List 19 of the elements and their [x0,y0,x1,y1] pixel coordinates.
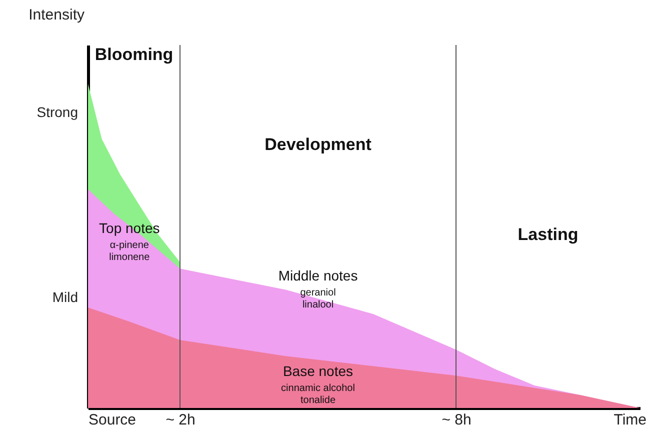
y-axis-title: Intensity [28,6,85,24]
series-label: Top notes [99,220,160,236]
x-axis-title: Time [614,412,646,428]
annotation: linalool [302,300,334,311]
annotation: cinnamic alcohol [281,382,355,394]
text: Strong [36,104,78,120]
x-tick-label: Source [88,412,136,428]
annotation: geraniol [300,288,336,299]
text: Mild [52,289,78,305]
annotation: α-pinene [110,240,150,252]
text: Blooming [94,45,174,64]
annotation: Development [264,135,372,154]
series-label: Base notes [282,362,354,379]
annotation: tonalide [300,394,336,406]
annotation: limonene [109,252,150,264]
x-tick-label: ~ 2h [166,412,196,428]
series-label: Middle notes [278,268,358,284]
x-tick-label: ~ 8h [442,412,472,428]
annotation: Lasting [518,225,578,244]
